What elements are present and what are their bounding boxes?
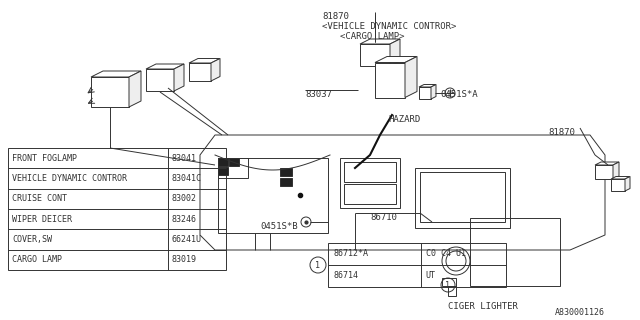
Text: VEHICLE DYNAMIC CONTROR: VEHICLE DYNAMIC CONTROR [12,174,127,183]
Polygon shape [91,77,129,107]
Text: CARGO LAMP: CARGO LAMP [12,255,62,264]
Bar [280,168,292,176]
Text: 1: 1 [445,281,451,290]
Text: C0 C4 U1: C0 C4 U1 [426,250,465,259]
Polygon shape [146,64,184,69]
Text: 81870: 81870 [548,128,575,137]
Bar [8,148,226,270]
Text: CIGER LIGHTER: CIGER LIGHTER [448,302,518,311]
Polygon shape [189,59,220,63]
Text: 1: 1 [316,260,321,269]
Text: 86710: 86710 [370,213,397,222]
Bar [328,243,506,287]
Polygon shape [595,165,613,179]
Polygon shape [174,64,184,91]
Bar [229,158,239,166]
Text: 83002: 83002 [172,194,197,203]
Polygon shape [611,179,625,191]
Text: 83019: 83019 [172,255,197,264]
Bar [218,158,248,178]
Polygon shape [146,69,174,91]
Text: <CARGO LAMP>: <CARGO LAMP> [340,32,404,41]
Text: 0451S*A: 0451S*A [440,90,477,99]
Bar [442,278,456,286]
Text: 86712*A: 86712*A [333,250,368,259]
Polygon shape [611,177,630,179]
Polygon shape [595,162,619,165]
Bar [344,162,396,182]
Text: 83246: 83246 [172,215,197,224]
Bar [218,167,228,175]
Text: 0451S*B: 0451S*B [260,222,298,231]
Text: 86714: 86714 [333,271,358,281]
Bar [470,218,560,286]
Text: COVER,SW: COVER,SW [12,235,52,244]
Polygon shape [360,39,400,44]
Polygon shape [419,87,431,99]
Text: WIPER DEICER: WIPER DEICER [12,215,72,224]
Text: 83041: 83041 [172,154,197,163]
Text: 83037: 83037 [305,90,332,99]
Polygon shape [129,71,141,107]
Text: 81870: 81870 [322,12,349,21]
Bar [415,168,510,228]
Polygon shape [390,39,400,66]
Bar [218,158,328,233]
Polygon shape [91,71,141,77]
Polygon shape [189,63,211,81]
Bar [340,158,400,208]
Bar [448,286,456,296]
Polygon shape [375,62,405,98]
Bar [280,178,292,186]
Polygon shape [625,177,630,191]
Polygon shape [405,57,417,98]
Bar [218,158,228,166]
Text: UT: UT [426,271,436,281]
Text: A830001126: A830001126 [555,308,605,317]
Polygon shape [431,84,436,99]
Polygon shape [375,57,417,62]
Text: HAZARD: HAZARD [388,115,420,124]
Text: <VEHICLE DYNAMIC CONTROR>: <VEHICLE DYNAMIC CONTROR> [322,22,456,31]
Bar [420,172,505,222]
Text: CRUISE CONT: CRUISE CONT [12,194,67,203]
Text: 83041C: 83041C [172,174,202,183]
Text: FRONT FOGLAMP: FRONT FOGLAMP [12,154,77,163]
Polygon shape [360,44,390,66]
Polygon shape [613,162,619,179]
Polygon shape [211,59,220,81]
Bar [344,184,396,204]
Polygon shape [419,84,436,87]
Text: 66241U: 66241U [172,235,202,244]
